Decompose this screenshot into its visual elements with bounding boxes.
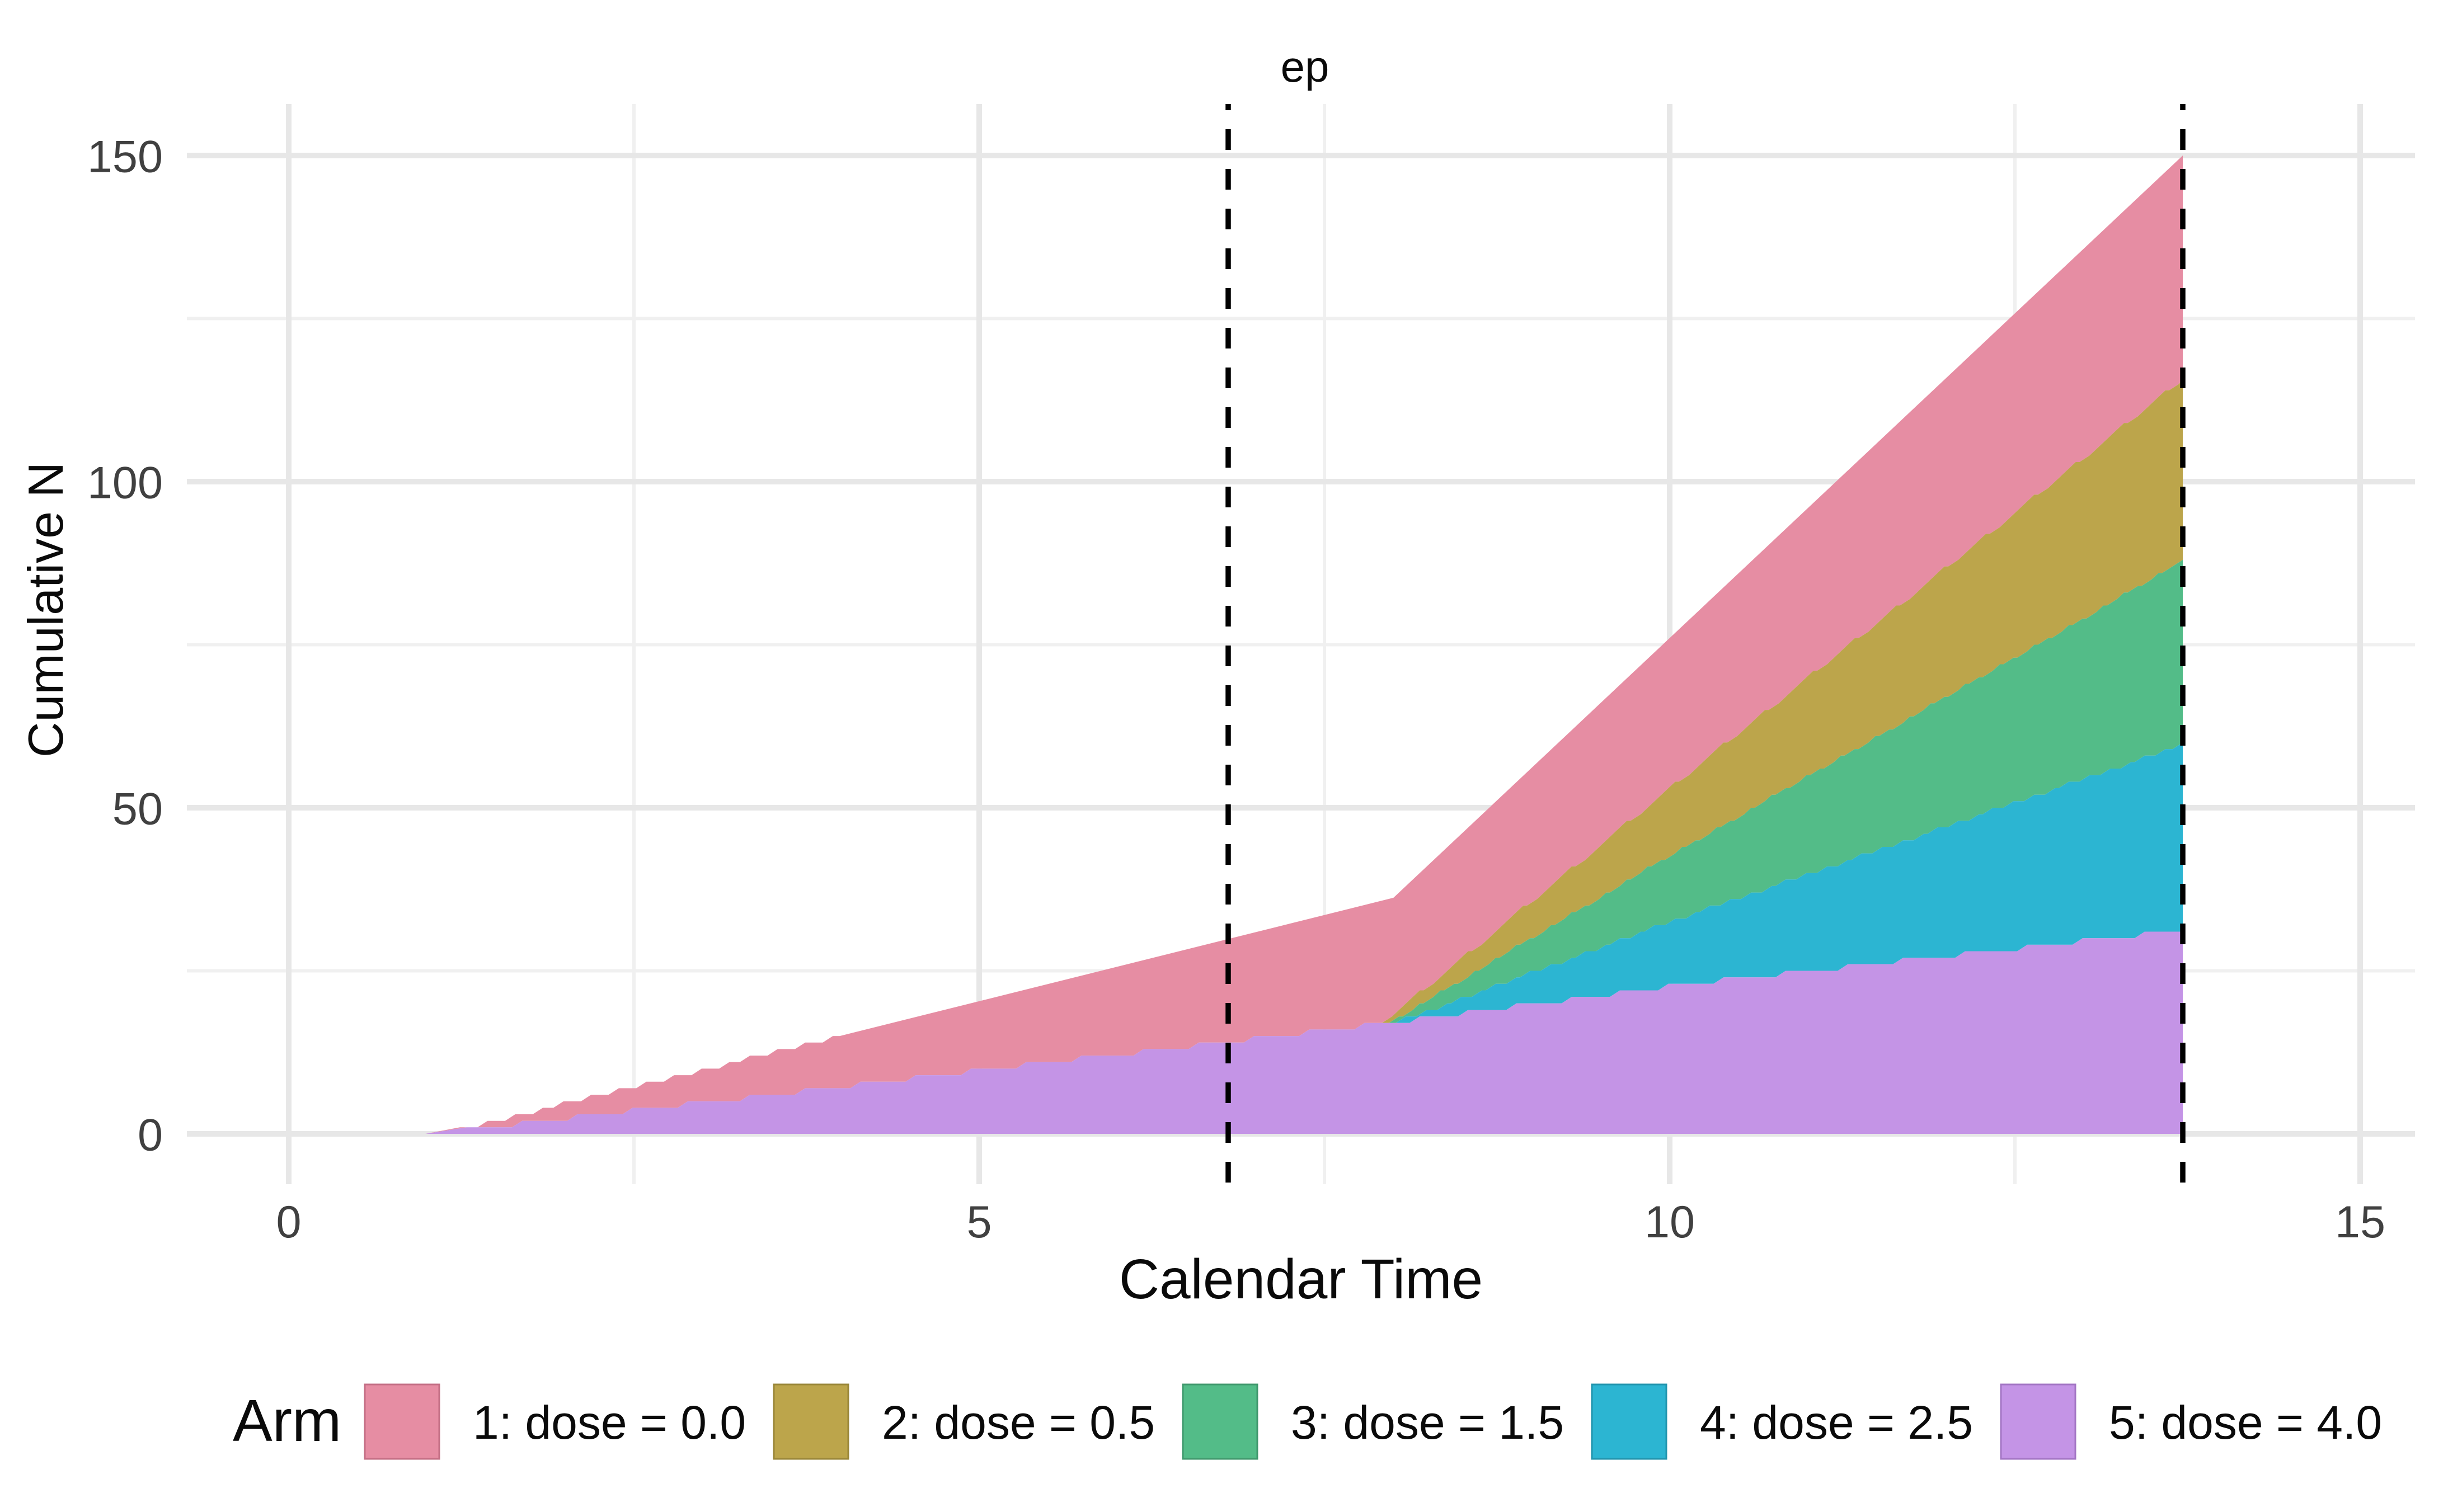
svg-text:50: 50: [112, 784, 163, 835]
svg-text:2: dose = 0.5: 2: dose = 0.5: [882, 1396, 1155, 1449]
svg-text:0: 0: [276, 1197, 301, 1247]
svg-text:Cumulative N: Cumulative N: [18, 462, 73, 757]
svg-text:100: 100: [87, 458, 163, 508]
svg-text:0: 0: [138, 1110, 163, 1161]
svg-text:Calendar Time: Calendar Time: [1119, 1248, 1483, 1311]
svg-text:15: 15: [2335, 1197, 2385, 1247]
svg-text:5: 5: [966, 1197, 992, 1247]
svg-text:1: dose = 0.0: 1: dose = 0.0: [473, 1396, 746, 1449]
svg-text:3: dose = 1.5: 3: dose = 1.5: [1291, 1396, 1564, 1449]
svg-text:10: 10: [1644, 1197, 1695, 1247]
svg-text:5: dose = 4.0: 5: dose = 4.0: [2109, 1396, 2382, 1449]
svg-text:ep: ep: [1281, 42, 1329, 91]
svg-text:Arm: Arm: [233, 1388, 341, 1454]
svg-text:150: 150: [87, 132, 163, 182]
svg-text:4: dose = 2.5: 4: dose = 2.5: [1700, 1396, 1973, 1449]
